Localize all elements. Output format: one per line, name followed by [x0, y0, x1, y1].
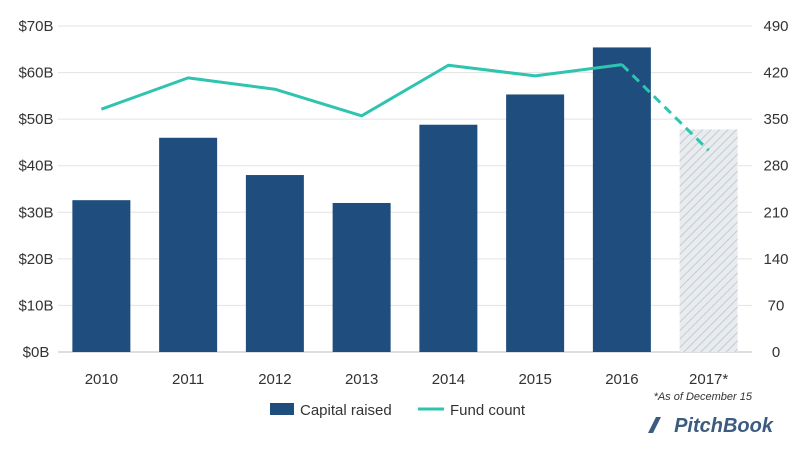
- y-right-tick-label: 0: [772, 344, 780, 361]
- brand-logo: PitchBook: [648, 415, 774, 437]
- bar-2013: [332, 202, 391, 352]
- bar-2016: [592, 47, 651, 353]
- y-left-tick-label: $20B: [18, 251, 53, 268]
- x-tick-label: 2015: [518, 371, 551, 388]
- bar-2014: [419, 124, 478, 352]
- x-tick-label: 2014: [432, 371, 465, 388]
- y-right-tick-label: 280: [763, 158, 788, 175]
- y-left-tick-label: $40B: [18, 158, 53, 175]
- bar-2015: [506, 94, 565, 353]
- bar-2012: [245, 175, 304, 352]
- legend: Capital raised Fund count: [270, 402, 526, 419]
- bar-2011: [159, 137, 218, 352]
- bar-2017: [679, 129, 738, 352]
- x-tick-label: 2013: [345, 371, 378, 388]
- y-right-tick-label: 70: [768, 297, 785, 314]
- footnote: *As of December 15: [654, 391, 753, 403]
- y-right-tick-label: 490: [763, 18, 788, 35]
- x-tick-label: 2010: [85, 371, 118, 388]
- y-left-tick-label: $10B: [18, 297, 53, 314]
- y-left-tick-label: $60B: [18, 65, 53, 82]
- y-left-tick-label: $30B: [18, 204, 53, 221]
- legend-label-fund-count: Fund count: [450, 402, 526, 419]
- bar-2010: [72, 200, 131, 352]
- legend-swatch-capital-raised: [270, 403, 294, 415]
- y-right-tick-label: 420: [763, 65, 788, 82]
- fund-count-line: [100, 63, 623, 118]
- y-left-tick-label: $70B: [18, 18, 53, 35]
- brand-name: PitchBook: [674, 415, 774, 437]
- fund-count-line-projected: [620, 63, 710, 152]
- x-axis: 2010 2011 2012 2013 2014 2015 2016 2017*: [85, 371, 729, 388]
- x-tick-label: 2017*: [689, 371, 728, 388]
- y-left-tick-label: $50B: [18, 111, 53, 128]
- y-axis-left: $0B $10B $20B $30B $40B $50B $60B $70B: [18, 18, 53, 361]
- x-tick-label: 2011: [172, 371, 204, 388]
- y-right-tick-label: 140: [763, 251, 788, 268]
- x-tick-label: 2012: [258, 371, 291, 388]
- y-right-tick-label: 210: [763, 204, 788, 221]
- x-tick-label: 2016: [605, 371, 638, 388]
- line-series: [100, 63, 710, 152]
- brand-slash-icon: [648, 417, 661, 433]
- legend-label-capital-raised: Capital raised: [300, 402, 392, 419]
- bar-series: [72, 47, 738, 353]
- y-right-tick-label: 350: [763, 111, 788, 128]
- y-axis-right: 0 70 140 210 280 350 420 490: [763, 18, 788, 361]
- y-left-tick-label: $0B: [23, 344, 50, 361]
